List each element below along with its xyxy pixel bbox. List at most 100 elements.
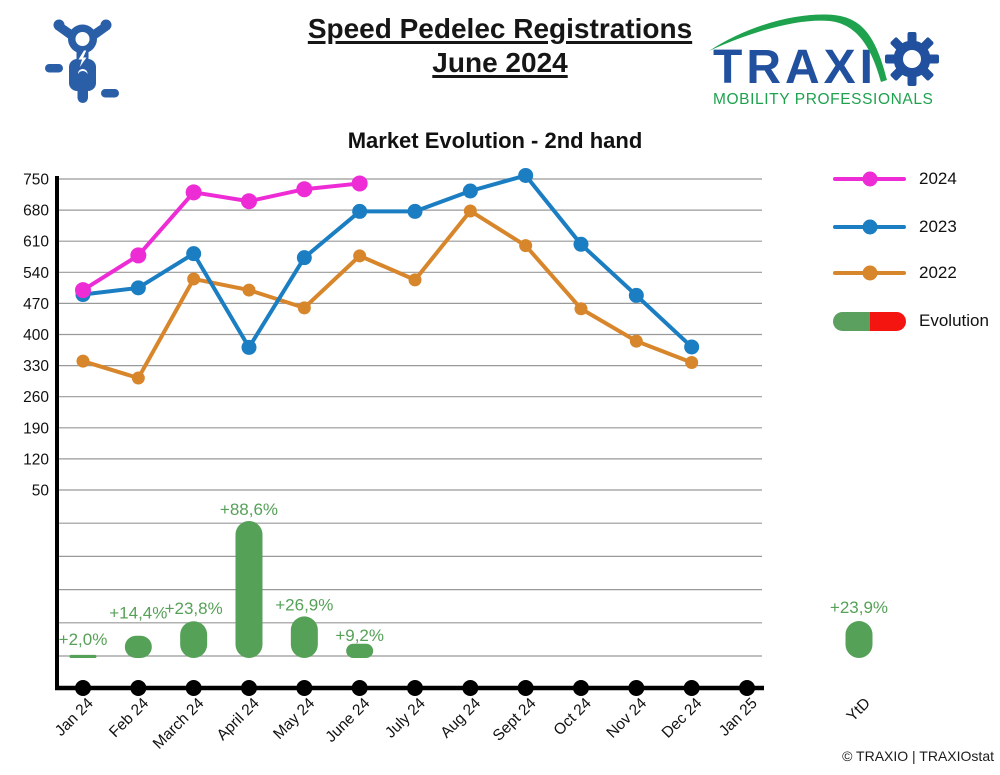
data-point-2022	[574, 302, 588, 316]
data-point-2022	[353, 249, 367, 263]
y-axis-label: 540	[23, 265, 49, 282]
data-point-2022	[685, 355, 699, 369]
x-axis-tick-dot	[406, 680, 423, 696]
legend-swatch-evolution	[833, 311, 906, 331]
data-point-2024	[351, 175, 368, 192]
legend-swatch-2023	[833, 219, 906, 235]
x-axis-tick-dot	[75, 680, 91, 696]
series-line-2022	[81, 208, 694, 381]
legend-label: Evolution	[919, 311, 989, 330]
headlight-hole	[75, 32, 90, 46]
x-axis-label: July 24	[382, 695, 429, 742]
evolution-bar-label: +26,9%	[275, 595, 333, 614]
data-point-2024	[185, 184, 202, 201]
y-axis-label: 50	[32, 483, 50, 500]
legend-item-2022: 2022	[833, 258, 957, 288]
legend-label: 2023	[919, 217, 957, 236]
ytd-bar-label: +23,9%	[830, 598, 888, 617]
data-point-2023	[130, 280, 146, 296]
x-axis-label: Feb 24	[106, 695, 152, 741]
legend-item-2023: 2023	[833, 212, 957, 242]
x-axis-label: Jan 25	[716, 695, 761, 740]
x-axis-tick-dot	[683, 680, 700, 696]
y-axis-label: 120	[23, 451, 49, 468]
data-point-2022	[463, 204, 477, 218]
y-axis-label: 750	[23, 172, 49, 189]
legend-label: 2024	[919, 169, 957, 188]
x-axis-tick-dot	[240, 680, 257, 696]
data-point-2023	[628, 287, 644, 303]
data-point-2023	[186, 246, 202, 262]
x-axis-tick-dot	[517, 680, 534, 696]
data-point-2024	[130, 247, 147, 264]
y-axis-label: 260	[23, 389, 49, 406]
page-title: Speed Pedelec Registrations June 2024	[308, 12, 692, 81]
data-point-2022	[76, 354, 90, 368]
legend-label: 2022	[919, 263, 957, 282]
traxio-tagline: MOBILITY PROFESSIONALS	[713, 91, 934, 108]
evolution-bar	[124, 635, 152, 658]
data-point-2023	[462, 183, 478, 199]
data-point-2022	[242, 283, 256, 297]
data-point-2024	[296, 181, 313, 198]
x-axis-label: April 24	[214, 695, 263, 744]
evolution-bar-label: +9,2%	[335, 626, 384, 645]
speed-pedelec-icon	[45, 19, 119, 103]
x-axis-label: March 24	[150, 695, 208, 753]
y-axis-label: 610	[23, 234, 49, 251]
evolution-bar	[69, 654, 97, 658]
data-point-2023	[352, 203, 368, 219]
x-axis-label: May 24	[270, 695, 318, 743]
traxio-wordmark: TRAXI	[713, 41, 877, 94]
x-axis-tick-dot	[351, 680, 368, 696]
data-point-2022	[187, 272, 201, 286]
gear-icon	[885, 32, 939, 86]
ytd-axis-label: YtD	[844, 695, 874, 725]
data-point-2023	[296, 250, 312, 266]
legend-item-evolution: Evolution	[833, 306, 989, 336]
evolution-bar	[180, 621, 208, 658]
y-axis-label: 400	[23, 327, 49, 344]
chart-legend: 2024 2023 2022 Evolution	[833, 164, 998, 344]
data-point-2022	[297, 301, 311, 315]
legend-swatch-2024	[833, 171, 906, 187]
data-point-2024	[75, 282, 91, 299]
x-axis-label: Dec 24	[659, 695, 706, 742]
footer-credit: © TRAXIO | TRAXIOstat	[842, 748, 994, 764]
chart-title: Market Evolution - 2nd hand	[347, 128, 643, 153]
x-axis-label: June 24	[322, 695, 373, 746]
x-axis-label: Oct 24	[551, 695, 596, 740]
evolution-bar-label: +2,0%	[59, 630, 108, 649]
x-axis-tick-dot	[296, 680, 313, 696]
series-line-2023	[81, 173, 694, 350]
x-axis-tick-dot	[130, 680, 147, 696]
data-point-2022	[408, 273, 422, 287]
data-point-2022	[131, 371, 145, 385]
lightning-bolt-icon	[78, 50, 87, 67]
data-point-2023	[241, 339, 257, 355]
data-point-2023	[684, 339, 700, 355]
data-point-2023	[518, 167, 534, 183]
y-axis-label: 680	[23, 203, 49, 220]
y-axis-label: 470	[23, 296, 49, 313]
data-point-2023	[573, 236, 589, 252]
x-axis-label: Sept 24	[490, 695, 540, 745]
legend-item-2024: 2024	[833, 164, 957, 194]
evolution-bar	[290, 616, 318, 658]
evolution-bar-label: +23,8%	[165, 599, 223, 618]
data-point-2023	[407, 203, 423, 219]
data-point-2022	[629, 334, 643, 348]
legend-swatch-2022	[833, 265, 906, 281]
page-title-line2: June 2024	[432, 47, 568, 79]
data-point-2024	[240, 193, 257, 210]
traxio-logo: TRAXI MOBILITY PROFESSIONALS	[709, 14, 939, 108]
ytd-evolution-bar	[845, 621, 873, 658]
evolution-bar-label: +88,6%	[220, 500, 278, 519]
x-axis-tick-dot	[462, 680, 479, 696]
x-axis-label: Jan 24	[52, 695, 97, 740]
page-title-line1: Speed Pedelec Registrations	[307, 13, 693, 44]
x-axis-label: Aug 24	[437, 695, 484, 742]
x-axis-label: Nov 24	[603, 695, 650, 742]
x-axis-tick-dot	[738, 680, 755, 696]
